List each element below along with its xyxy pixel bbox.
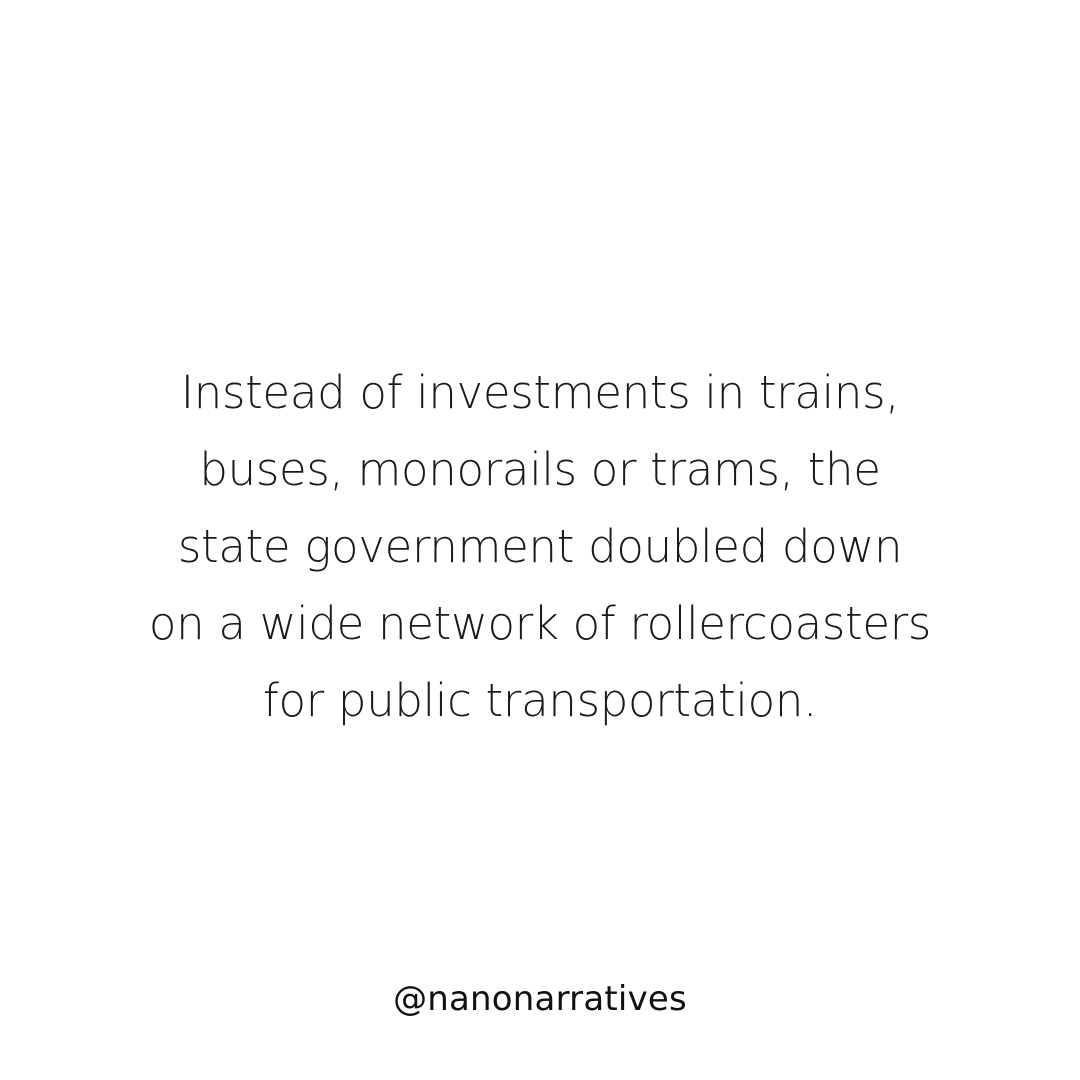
- quote-text: Instead of investments in trains, buses,…: [0, 354, 1080, 739]
- quote-line: state government doubled down: [177, 520, 903, 573]
- quote-line: Instead of investments in trains,: [180, 366, 900, 419]
- quote-line: on a wide network of rollercoasters: [148, 597, 932, 650]
- quote-line: buses, monorails or trams, the: [199, 443, 881, 496]
- author-handle: @nanonarratives: [393, 979, 687, 1019]
- quote-line: for public transportation.: [262, 674, 818, 727]
